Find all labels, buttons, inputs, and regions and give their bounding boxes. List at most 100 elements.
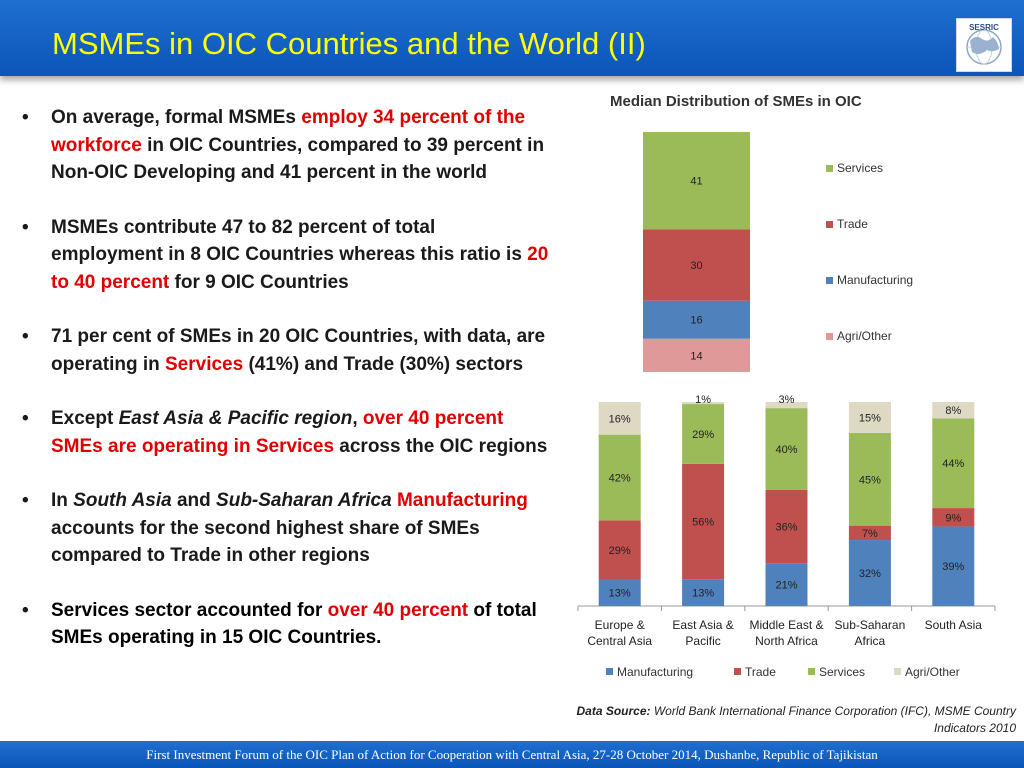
bullet-text: Services sector accounted for <box>51 599 328 621</box>
bullet-text: Sub-Saharan Africa <box>216 490 392 511</box>
page-title: MSMEs in OIC Countries and the World (II… <box>52 26 646 61</box>
legend-label: Agri/Other <box>905 665 960 679</box>
legend-label: Manufacturing <box>617 665 693 679</box>
x-tick-label: South Asia <box>925 618 983 632</box>
data-source-note: Data Source: World Bank International Fi… <box>536 703 1016 737</box>
bullet-text: 20 to 40 percent <box>51 244 549 293</box>
legend-swatch <box>826 333 833 340</box>
bar-segment-trade <box>848 525 891 541</box>
bullet-list: • On average, formal MSMEs employ 34 perc… <box>22 104 552 679</box>
data-label: 13% <box>692 588 714 600</box>
x-tick-label: Middle East & <box>749 618 823 632</box>
bar-segment-services <box>848 432 891 526</box>
bullet-text: East Asia & Pacific region <box>118 408 353 429</box>
data-label: 8% <box>945 405 961 417</box>
bullet-marker: • <box>22 107 29 128</box>
bar-segment-trade <box>643 229 750 301</box>
legend-label: Services <box>819 665 865 679</box>
bar-segment-services <box>765 408 808 490</box>
bullet-marker: • <box>22 599 29 621</box>
bullet-text: across the OIC regions <box>334 435 548 457</box>
bar-segment-services <box>682 404 725 464</box>
legend-swatch <box>808 668 815 675</box>
data-source-text: World Bank International Finance Corpora… <box>650 704 1016 735</box>
x-tick-label: Pacific <box>685 634 720 648</box>
x-tick-label: Europe & <box>595 618 645 632</box>
bullet-marker: • <box>22 326 29 347</box>
footer-bar: First Investment Forum of the OIC Plan o… <box>0 741 1024 768</box>
bar-segment-agri-other <box>643 338 750 372</box>
data-label: 32% <box>859 568 881 580</box>
bar-segment-agri-other <box>598 402 641 435</box>
median-distribution-chart: Median Distribution of SMEs in OIC 14 16 30… <box>610 93 913 372</box>
bullet-text: and <box>171 490 217 511</box>
data-label: 15% <box>859 412 881 424</box>
data-label: 14 <box>690 350 702 362</box>
bullet-marker: • <box>22 408 29 429</box>
bullet-item: • Services sector accounted for over 40 p… <box>22 597 552 652</box>
data-label: 9% <box>945 512 961 524</box>
x-tick-label: Africa <box>855 634 886 648</box>
bullet-item: • In South Asia and Sub-Saharan Africa Ma… <box>22 487 552 570</box>
bullet-text: Except <box>51 408 119 429</box>
data-source-label: Data Source: <box>576 704 651 718</box>
bar-segment-manufacturing <box>765 563 808 606</box>
data-label: 42% <box>609 472 631 484</box>
data-label: 3% <box>779 394 795 406</box>
bar-segment-services <box>932 418 975 509</box>
legend-swatch <box>826 277 833 284</box>
bar-segment-trade <box>598 520 641 580</box>
legend-swatch <box>826 221 833 228</box>
data-label: 39% <box>942 561 964 573</box>
bar-segment-trade <box>765 489 808 564</box>
bar-segment-manufacturing <box>848 540 891 606</box>
data-label: 1% <box>695 394 711 406</box>
bullet-text: of total SMEs operating in 15 OIC Countr… <box>51 599 537 649</box>
chart-title: Median Distribution of SMEs in OIC <box>610 93 862 110</box>
bullet-text: accounts for the second highest share of… <box>51 517 480 567</box>
legend-label: Services <box>837 161 883 175</box>
bullet-text: (41%) and Trade (30%) sectors <box>243 353 524 375</box>
data-label: 41 <box>690 176 702 188</box>
bar-segment-trade <box>932 508 975 527</box>
legend-label: Manufacturing <box>837 273 913 287</box>
regional-distribution-chart: 13% 29% 42% 16% Europe & Central Asia 13% 56% 29… <box>577 394 996 679</box>
bullet-text: Services <box>165 353 244 375</box>
legend-label: Trade <box>745 665 776 679</box>
data-label: 29% <box>609 545 631 557</box>
bullet-text: On average, formal MSMEs <box>51 107 302 128</box>
bullet-text: South Asia <box>73 490 172 511</box>
sesric-logo: SESRIC <box>956 18 1012 72</box>
data-label: 36% <box>775 521 797 533</box>
bar-segment-services <box>598 434 641 521</box>
x-tick-label: Sub-Saharan <box>835 618 906 632</box>
bullet-marker: • <box>22 216 29 238</box>
data-label: 40% <box>775 444 797 456</box>
bullet-text: over 40 percent <box>327 599 469 621</box>
bar-segment-trade <box>682 463 725 580</box>
data-label: 56% <box>692 517 714 529</box>
x-tick-label: East Asia & <box>672 618 733 632</box>
data-label: 45% <box>859 474 881 486</box>
data-label: 13% <box>609 588 631 600</box>
data-label: 16% <box>609 413 631 425</box>
bullet-text: over 40 percent SMEs are operating in Se… <box>51 408 504 457</box>
legend-swatch <box>894 668 901 675</box>
bullet-text: for 9 OIC Countries <box>169 271 349 293</box>
bar-segment-manufacturing <box>932 526 975 606</box>
bullet-item: • 71 per cent of SMEs in 20 OIC Countries… <box>22 323 552 378</box>
bar-segment-agri-other <box>682 402 725 405</box>
bullet-text: Manufacturing <box>396 490 528 511</box>
legend-swatch <box>734 668 741 675</box>
bar-segment-agri-other <box>765 402 808 409</box>
legend-label: Agri/Other <box>837 329 892 343</box>
footer-text: First Investment Forum of the OIC Plan o… <box>146 747 878 762</box>
bullet-marker: • <box>22 490 29 511</box>
title-bar: MSMEs in OIC Countries and the World (II… <box>0 0 1024 76</box>
bullet-item: • On average, formal MSMEs employ 34 perc… <box>22 104 552 187</box>
bar-segment-agri-other <box>932 402 975 419</box>
data-label: 30 <box>690 260 702 272</box>
bullet-text: , <box>352 408 363 429</box>
bullet-text: MSMEs contribute 47 to 82 percent of tot… <box>51 216 528 266</box>
x-tick-label: North Africa <box>755 634 818 648</box>
